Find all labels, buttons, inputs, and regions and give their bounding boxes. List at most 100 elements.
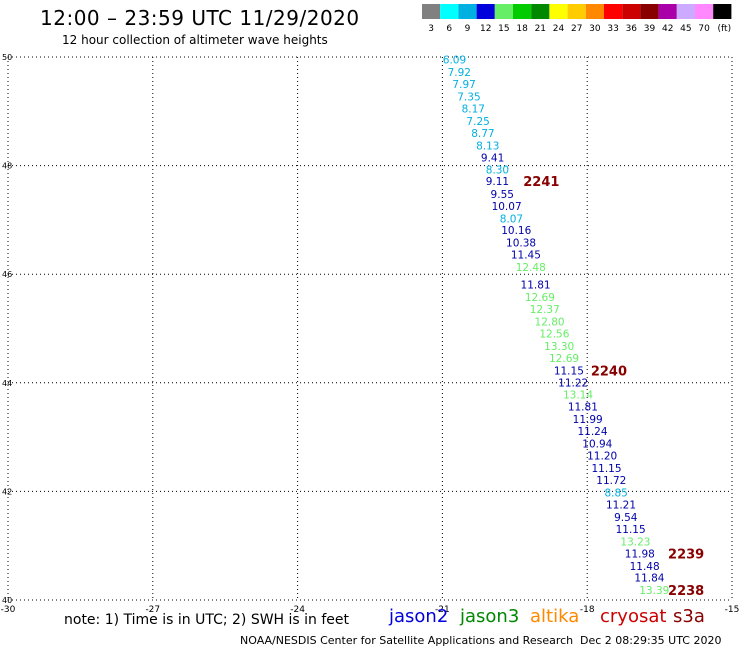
legend-swatch: [604, 4, 623, 19]
wave-height-reading: 9.55: [491, 189, 514, 201]
legend-swatch: [422, 4, 441, 19]
wave-height-reading: 11.15: [554, 365, 584, 377]
legend-label: 24: [553, 24, 565, 34]
wave-height-reading: 11.15: [616, 524, 646, 536]
legend-label: 39: [644, 24, 656, 34]
wave-height-reading: 8.30: [486, 164, 509, 176]
legend-label: 21: [535, 24, 546, 34]
wave-height-legend: 3 6 9 12 15 18 21 24 27 30 33 36 39 42 45 70 (ft): [422, 4, 732, 34]
wave-height-reading: 9.54: [614, 512, 638, 524]
wave-height-reading: 7.35: [457, 92, 480, 104]
wave-height-reading: 12.56: [539, 328, 569, 340]
latitude-tick-label: 50: [2, 53, 12, 62]
legend-swatch: [494, 4, 513, 19]
longitude-tick-label: -30: [1, 605, 16, 615]
latitude-tick-label: 40: [2, 596, 12, 605]
satellite-label-jason2: jason2: [389, 606, 449, 627]
wave-height-reading: 13.39: [639, 585, 669, 597]
wave-height-reading: 11.84: [634, 573, 664, 585]
legend-label: 6: [446, 24, 452, 34]
legend-swatch: [476, 4, 495, 19]
wave-height-reading: 9.11: [486, 176, 509, 188]
satellite-label-cryosat: cryosat: [600, 606, 667, 627]
wave-height-reading: 13.14: [563, 390, 593, 402]
wave-height-reading: 8.17: [462, 104, 485, 116]
legend-swatch: [458, 4, 477, 19]
legend-label: 42: [662, 24, 673, 34]
legend-swatch: [585, 4, 604, 19]
wave-height-reading: 11.15: [591, 463, 621, 475]
latitude-tick-label: 44: [2, 379, 12, 388]
satellite-label-altika: altika: [530, 606, 580, 627]
legend-swatch: [676, 4, 695, 19]
legend-swatch: [513, 4, 532, 19]
wave-height-reading: 11.99: [573, 414, 603, 426]
wave-height-reading: 7.92: [448, 67, 471, 79]
wave-height-reading: 11.98: [625, 548, 655, 560]
legend-swatch: [713, 4, 732, 19]
legend-label: 18: [516, 24, 528, 34]
wave-height-reading: 11.22: [558, 377, 588, 389]
wave-height-reading: 9.41: [481, 152, 504, 164]
longitude-tick-label: -15: [725, 605, 740, 615]
wave-height-reading: 11.45: [511, 250, 541, 262]
wave-height-reading: 8.13: [476, 141, 499, 153]
wave-height-reading: 10.38: [506, 238, 536, 250]
wave-height-reading: 11.48: [630, 561, 660, 573]
legend-label: 33: [607, 24, 618, 34]
legend-label: 3: [428, 24, 434, 34]
wave-height-reading: 10.07: [492, 201, 522, 213]
wave-height-reading: 11.21: [606, 499, 636, 511]
legend-swatch: [531, 4, 550, 19]
wave-height-reading: 7.97: [452, 79, 475, 91]
latitude-tick-label: 48: [2, 162, 12, 171]
wave-height-reading: 8.85: [604, 487, 627, 499]
legend-label: 36: [626, 24, 638, 34]
wave-height-reading: 7.25: [466, 116, 489, 128]
legend-swatch: [440, 4, 459, 19]
longitude-tick-label: -21: [435, 605, 450, 615]
legend-swatch: [640, 4, 659, 19]
legend-swatch: [695, 4, 714, 19]
legend-label: 70: [698, 24, 710, 34]
legend-label: (ft): [718, 24, 732, 34]
wave-height-reading: 11.20: [587, 451, 617, 463]
legend-swatch: [549, 4, 568, 19]
longitude-tick-label: -24: [290, 605, 305, 615]
wave-height-reading: 12.37: [530, 304, 560, 316]
wave-height-reading: 11.81: [568, 402, 598, 414]
wave-height-reading: 10.16: [501, 225, 531, 237]
wave-height-reading: 11.72: [596, 475, 626, 487]
wave-height-reading: 11.24: [577, 426, 607, 438]
wave-height-reading: 12.48: [516, 262, 546, 274]
time-label: 2238: [668, 584, 704, 599]
legend-swatch: [658, 4, 677, 19]
latitude-tick-label: 46: [2, 270, 12, 279]
wave-height-reading: 12.80: [535, 316, 565, 328]
satellite-label-s3a: s3a: [673, 606, 705, 627]
wave-height-reading: 6.09: [443, 55, 466, 67]
time-label: 2241: [523, 175, 559, 190]
legend-swatch: [567, 4, 586, 19]
page-subtitle: 12 hour collection of altimeter wave hei…: [62, 33, 328, 47]
wave-height-reading: 13.30: [544, 341, 574, 353]
legend-label: 30: [589, 24, 601, 34]
time-label: 2240: [591, 364, 627, 379]
legend-label: 12: [480, 24, 491, 34]
legend-label: 9: [465, 24, 471, 34]
wave-height-reading: 12.69: [549, 353, 579, 365]
wave-height-reading: 12.69: [525, 292, 555, 304]
legend-label: 27: [571, 24, 582, 34]
legend-label: 15: [498, 24, 509, 34]
footnote: note: 1) Time is in UTC; 2) SWH is in fe…: [64, 612, 350, 628]
legend-swatch: [622, 4, 641, 19]
footer-credit: NOAA/NESDIS Center for Satellite Applica…: [240, 634, 574, 647]
page-title: 12:00 – 23:59 UTC 11/29/2020: [40, 6, 360, 30]
latitude-tick-label: 42: [2, 487, 12, 496]
legend-label: 45: [680, 24, 691, 34]
wave-height-reading: 8.77: [471, 128, 494, 140]
longitude-tick-label: -27: [145, 605, 160, 615]
wave-height-reading: 13.23: [620, 536, 650, 548]
longitude-tick-label: -18: [580, 605, 595, 615]
